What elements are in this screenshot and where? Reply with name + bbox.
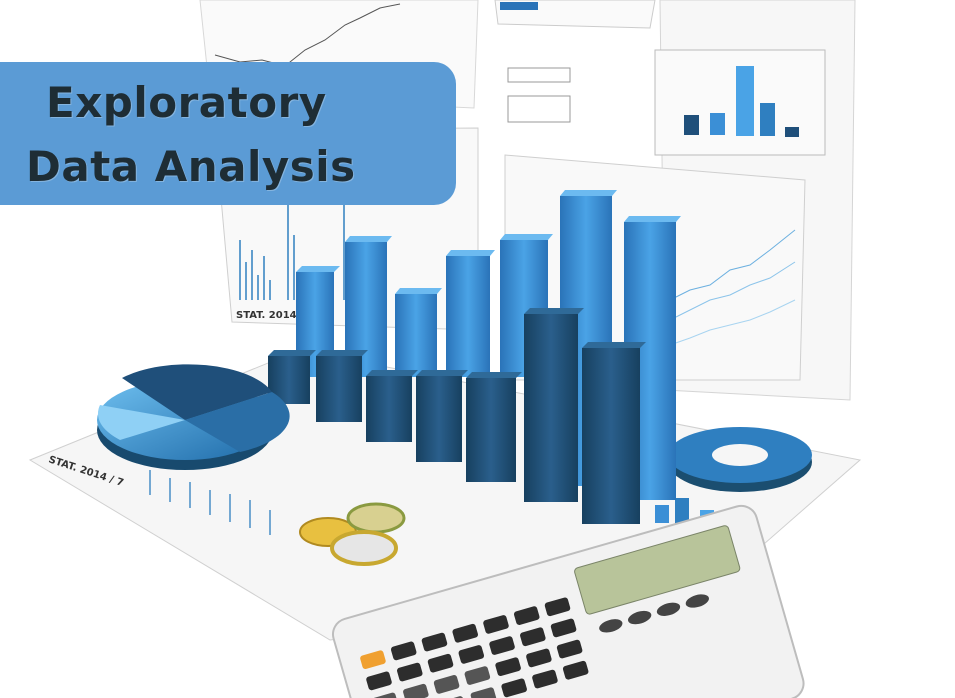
upper-sheet-label: STAT. 2014 / <box>236 310 304 321</box>
table-block-1 <box>507 67 571 83</box>
table-block-2 <box>507 95 571 123</box>
coin-3 <box>330 530 398 566</box>
bar-chart-3d <box>268 190 681 524</box>
mini-bar-top <box>500 2 538 10</box>
line-series-c <box>669 299 796 346</box>
coins <box>299 502 406 566</box>
spike-chart-lower <box>149 470 271 535</box>
title-banner <box>0 62 456 205</box>
small-bar-4 <box>760 103 775 136</box>
background-sheets: STAT. 2014 / <box>199 0 856 401</box>
bar-dark-6 <box>524 308 584 502</box>
small-bar-5 <box>785 127 799 137</box>
bar-dark-2 <box>316 350 368 422</box>
small-bar-3 <box>736 66 754 136</box>
calculator-keys <box>360 594 709 698</box>
bar-dark-3 <box>366 370 418 442</box>
pie-slice-left <box>97 405 185 440</box>
bar-light-3 <box>395 288 442 377</box>
table-blocks <box>507 67 571 123</box>
title-line-1: Exploratory <box>46 78 327 127</box>
pie-slice-top <box>122 364 272 420</box>
bar-light-4 <box>446 250 495 377</box>
bar-dark-4 <box>416 370 468 462</box>
bar-dark-7 <box>582 342 646 524</box>
small-bar-2 <box>710 113 725 135</box>
coin-2 <box>346 502 406 534</box>
bar-dark-5 <box>466 372 522 482</box>
calculator <box>332 504 805 698</box>
calculator-display <box>574 525 741 615</box>
line-chart-top <box>214 3 401 67</box>
line-series-a <box>669 229 796 301</box>
small-barchart <box>684 66 799 137</box>
pie-chart-3d <box>97 364 290 470</box>
small-bar-1 <box>684 115 699 135</box>
line-series-b <box>669 261 796 321</box>
donut-chart <box>668 427 812 492</box>
title-line-2: Data Analysis <box>26 142 356 191</box>
pie-slice-right <box>185 392 290 452</box>
